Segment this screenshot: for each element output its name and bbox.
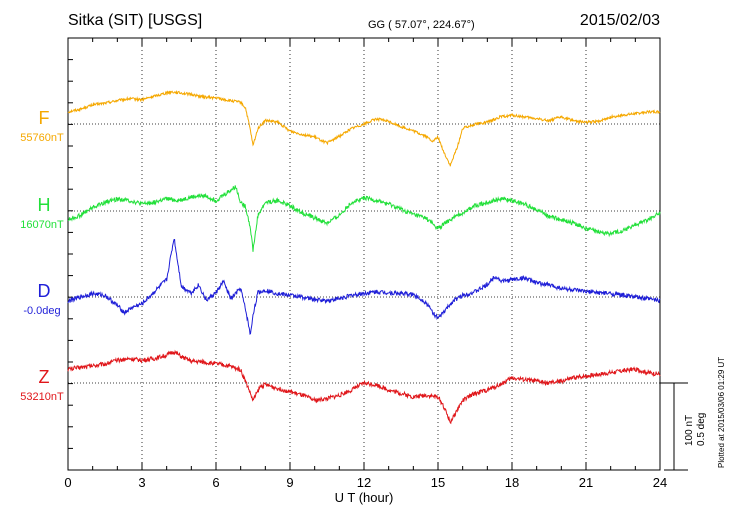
scale-deg-label: 0.5 deg: [696, 413, 707, 446]
scale-bar: 100 nT 0.5 deg: [660, 382, 707, 471]
grid-lines: [68, 38, 660, 470]
x-tick-label-15: 15: [431, 475, 445, 490]
coordinates-label: GG ( 57.07°, 224.67°): [368, 19, 475, 31]
series-line-D: [67, 239, 661, 335]
x-tick-label-6: 6: [212, 475, 219, 490]
x-axis-label: U T (hour): [335, 490, 394, 505]
series-labels: F 55760nT H 16070nT D -0.0deg Z 53210nT: [20, 108, 64, 403]
x-tick-label-9: 9: [286, 475, 293, 490]
series-name-Z: Z: [39, 367, 50, 387]
series-group: [67, 89, 661, 425]
station-title: Sitka (SIT) [USGS]: [68, 12, 202, 29]
x-tick-label-21: 21: [579, 475, 593, 490]
series-name-F: F: [39, 108, 50, 128]
series-baseline-label-D: -0.0deg: [23, 305, 60, 317]
series-line-F: [67, 89, 661, 167]
series-name-H: H: [38, 195, 51, 215]
date-label: 2015/02/03: [580, 12, 660, 29]
series-line-H: [67, 185, 661, 252]
scale-nt-label: 100 nT: [684, 415, 695, 446]
series-baseline-label-F: 55760nT: [20, 132, 64, 144]
axis-ticks: 0 3 6 9 12 15 18 21 24: [64, 38, 667, 490]
series-name-D: D: [38, 281, 51, 301]
x-tick-label-24: 24: [653, 475, 667, 490]
x-tick-label-18: 18: [505, 475, 519, 490]
series-line-Z: [67, 349, 661, 425]
x-tick-label-12: 12: [357, 475, 371, 490]
x-tick-label-3: 3: [138, 475, 145, 490]
plotted-timestamp: Plotted at 2015/03/06 01:29 UT: [717, 357, 726, 468]
series-baseline-label-H: 16070nT: [20, 219, 64, 231]
series-baseline-label-Z: 53210nT: [20, 391, 64, 403]
x-tick-label-0: 0: [64, 475, 71, 490]
